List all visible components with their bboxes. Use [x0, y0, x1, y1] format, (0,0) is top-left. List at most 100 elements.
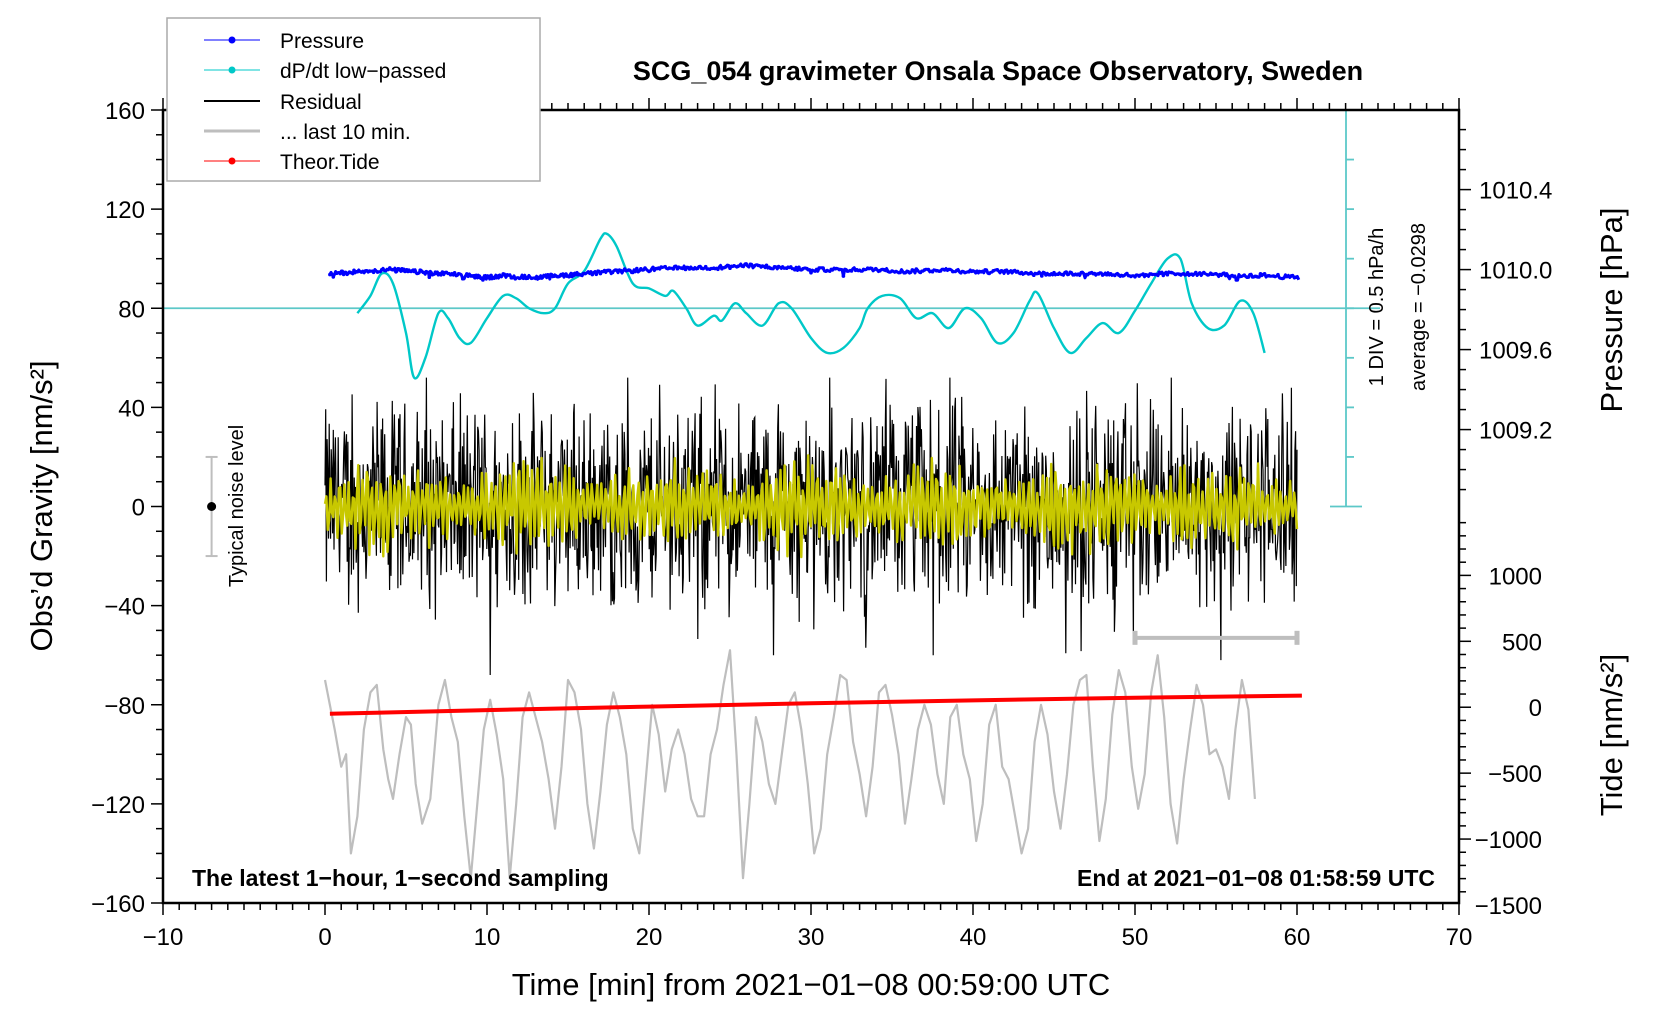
pressure-point: [1242, 273, 1247, 278]
pressure-point: [1202, 270, 1206, 275]
pressure-point: [991, 269, 996, 273]
pressure-point: [1169, 270, 1174, 275]
pressure-point: [436, 272, 441, 277]
pressure-point: [409, 269, 413, 274]
x-tick-label: 70: [1446, 924, 1473, 951]
pressure-point: [768, 266, 773, 271]
pressure-point: [1258, 272, 1263, 276]
pressure-point: [995, 268, 1000, 272]
pressure-point: [579, 273, 583, 277]
pressure-point: [334, 271, 339, 276]
pressure-point: [683, 267, 688, 272]
pressure-point: [352, 268, 356, 273]
pressure-point: [975, 269, 979, 274]
x-axis-title: Time [min] from 2021−01−08 00:59:00 UTC: [512, 967, 1111, 1002]
pressure-point: [397, 267, 401, 271]
pressure-point: [517, 276, 522, 281]
y-tick-label: −120: [91, 792, 145, 819]
pressure-point: [639, 267, 643, 271]
pressure-point: [776, 264, 781, 269]
legend-marker-pressure: [228, 36, 236, 44]
pressure-point: [618, 268, 623, 273]
pressure-point: [890, 269, 894, 273]
pressure-point: [1267, 274, 1271, 278]
pressure-point: [1157, 270, 1162, 275]
pressure-point: [573, 271, 577, 276]
pressure-point: [1084, 272, 1089, 277]
x-tick-label: 50: [1122, 924, 1149, 951]
legend: Pressure dP/dt low−passed Residual ... l…: [166, 17, 541, 182]
residual-filtered-layer: [323, 454, 1299, 559]
legend-item-dpdt: dP/dt low−passed: [204, 60, 446, 83]
pressure-point: [857, 268, 862, 273]
pressure-point: [1230, 273, 1234, 278]
legend-item-theor-tide: Theor.Tide: [204, 151, 380, 174]
y-tick-label: −80: [104, 693, 145, 720]
pressure-point: [1072, 273, 1077, 277]
pressure-point: [1238, 274, 1243, 279]
pressure-point: [536, 275, 541, 280]
pressure-point: [1161, 273, 1166, 278]
pressure-point: [481, 278, 485, 282]
pressure-point: [567, 274, 571, 279]
pressure-point: [955, 268, 959, 273]
pressure-point: [805, 266, 809, 271]
y-tick-label: −40: [104, 594, 145, 621]
pressure-point: [825, 268, 829, 273]
pressure-point: [539, 276, 544, 280]
pressure-point: [558, 274, 562, 278]
pressure-point: [1133, 275, 1137, 279]
pressure-point: [1068, 270, 1072, 275]
pressure-point: [1210, 272, 1214, 277]
tide-tick-label: −1000: [1475, 827, 1542, 854]
pressure-point: [691, 267, 696, 271]
pressure-point: [348, 270, 353, 275]
pressure-point: [756, 263, 761, 268]
pressure-point: [635, 266, 639, 271]
pressure-point: [555, 274, 559, 279]
pressure-point: [424, 269, 429, 274]
pressure-point: [418, 268, 423, 273]
pressure-point: [1044, 273, 1048, 277]
pressure-point: [1052, 270, 1056, 275]
dpdt-line: [356, 232, 1266, 380]
pressure-point: [772, 265, 777, 269]
pressure-point: [764, 263, 769, 268]
pressure-point: [780, 265, 785, 269]
pressure-point: [1040, 274, 1044, 278]
pressure-point: [1088, 271, 1093, 275]
tide-tick-label: 1000: [1489, 563, 1542, 590]
legend-label-dpdt: dP/dt low−passed: [280, 60, 446, 83]
pressure-point: [1032, 273, 1036, 278]
pressure-point: [930, 269, 935, 274]
pressure-point: [748, 262, 753, 267]
tide-tick-label: 0: [1529, 695, 1542, 722]
pressure-point: [1177, 272, 1182, 277]
pressure-point: [501, 272, 506, 276]
pressure-point: [793, 267, 797, 272]
pressure-tick-label: 1010.4: [1479, 178, 1552, 205]
pressure-point: [602, 268, 607, 273]
pressure-point: [546, 273, 550, 277]
pressure-point: [363, 269, 368, 273]
pressure-point: [971, 269, 975, 273]
pressure-point: [1276, 272, 1280, 277]
pressure-point: [415, 271, 419, 276]
pressure-point: [371, 270, 376, 275]
y-tick-label: 40: [118, 395, 145, 422]
y-tick-label: 80: [118, 296, 145, 323]
pressure-point: [797, 265, 801, 270]
pressure-point: [533, 276, 538, 281]
pressure-point: [594, 272, 599, 277]
pressure-point: [1027, 271, 1032, 276]
pressure-layer: [328, 262, 1301, 282]
pressure-point: [1015, 269, 1020, 274]
pressure-point: [1003, 268, 1008, 273]
pressure-point: [367, 269, 372, 273]
pressure-point: [586, 270, 591, 274]
pressure-point: [1080, 270, 1085, 275]
pressure-point: [341, 272, 346, 277]
extras-layer: [205, 455, 1300, 645]
pressure-point: [849, 269, 854, 273]
pressure-point: [406, 269, 410, 274]
